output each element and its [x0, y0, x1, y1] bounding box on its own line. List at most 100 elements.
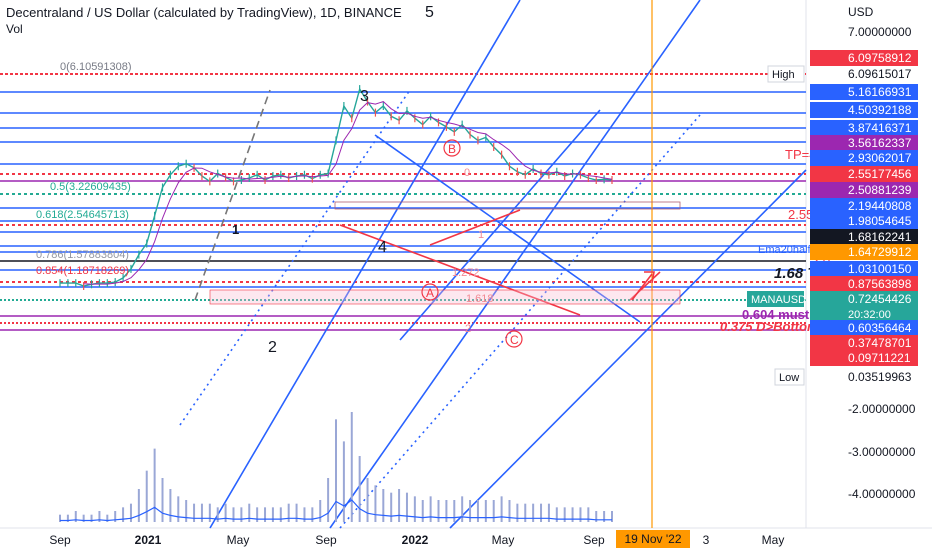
price-tag-value: 4.50392188 [848, 103, 912, 117]
x-tick-label: 3 [703, 533, 710, 547]
fib-zone [209, 289, 681, 305]
annotation: 2 [465, 323, 471, 335]
wave-circle [505, 330, 523, 348]
price-tag-label: High [772, 69, 795, 81]
target-arrow [631, 271, 655, 301]
price-tag [810, 198, 918, 214]
annotation: 1.272 [452, 267, 480, 279]
trend-line [429, 209, 521, 246]
fib-label: 0.854(1.18718269) [36, 265, 129, 277]
price-series [60, 87, 613, 287]
price-tag-value: 1.98054645 [848, 214, 912, 228]
price-tag [810, 213, 918, 229]
price-tag [810, 66, 918, 82]
price-tag-label-bg [774, 368, 805, 386]
trend-line [329, 0, 701, 529]
price-tag [810, 335, 918, 351]
fib-label: 0.786(1.57883804) [36, 249, 129, 261]
fib-box [334, 201, 681, 210]
price-tag-value: 1.64729912 [848, 245, 912, 259]
annotation: 2.55 [788, 207, 813, 222]
price-tag-value: 3.87416371 [848, 121, 912, 135]
trend-line [339, 114, 701, 529]
crosshair-date-label: 19 Nov '22 [625, 532, 682, 546]
annotation: 0.375 D>Bottom? [720, 319, 827, 334]
price-tag [810, 120, 918, 136]
trend-line [399, 109, 601, 341]
price-tag [810, 291, 918, 307]
wave-5-label: 5 [424, 4, 434, 21]
price-tag [810, 261, 918, 277]
annotation: A [426, 286, 434, 300]
price-tag-value: 6.09615017 [848, 67, 912, 81]
annotation: 4 [378, 239, 387, 256]
trend-line [179, 89, 411, 426]
x-tick-label: May [227, 533, 250, 547]
fib-label: 0.5(3.22609435) [50, 181, 131, 193]
price-tag-value: 0.72454426 [848, 292, 912, 306]
volume-ma [60, 499, 612, 522]
annotation: 2 [268, 339, 277, 356]
price-tag-label: MANAUSD [751, 294, 806, 306]
price-tag-value: 1.68162241 [848, 230, 912, 244]
wave-circle [421, 283, 439, 301]
x-tick-label: Sep [49, 533, 71, 547]
trend-line [209, 0, 521, 529]
price-tag-label: Low [779, 372, 799, 384]
x-tick-label: Sep [315, 533, 337, 547]
price-tag-sub-bg [810, 307, 918, 321]
y-tick-label: -2.00000000 [848, 402, 916, 416]
price-tag [810, 276, 918, 292]
price-tag [810, 102, 918, 118]
price-tag-value: 2.19440808 [848, 199, 912, 213]
price-tag-label-bg [747, 291, 804, 307]
price-tag-label-bg [767, 65, 805, 83]
crosshair-date-bg [616, 530, 690, 548]
fib-label: 0(6.10591308) [60, 61, 132, 73]
annotation: 3 [360, 88, 369, 105]
volume-label: Vol [6, 22, 23, 36]
price-tag [810, 244, 918, 260]
moving-average [83, 101, 613, 285]
price-tag [810, 84, 918, 100]
price-tag-value: 2.50881239 [848, 183, 912, 197]
x-tick-label: 2021 [135, 533, 162, 547]
x-tick-label: Sep [583, 533, 605, 547]
trend-line [374, 134, 641, 323]
price-tag [810, 350, 918, 366]
price-axis-unit: USD [848, 5, 874, 19]
annotation: 1 [232, 222, 239, 237]
price-tag [810, 50, 918, 66]
y-tick-label: -4.00000000 [848, 487, 916, 501]
trend-line [339, 224, 581, 316]
annotation: 0 [464, 167, 470, 179]
price-tag-value: 5.16166931 [848, 85, 912, 99]
price-tag-value: 0.03519963 [848, 370, 912, 384]
y-tick-label: 7.00000000 [848, 25, 912, 39]
annotation: 1.618 [466, 293, 494, 305]
price-tag-value: 0.37478701 [848, 336, 912, 350]
trend-line [194, 89, 271, 301]
price-tag [810, 229, 918, 245]
price-tag-value: 2.93062017 [848, 151, 912, 165]
annotation: 1 [478, 229, 484, 241]
price-tag [810, 182, 918, 198]
x-tick-label: May [492, 533, 515, 547]
price-tag-sub: 20:32:00 [848, 309, 891, 321]
price-tag [810, 166, 918, 182]
chart-title-bar: Decentraland / US Dollar (calculated by … [6, 4, 434, 22]
fib-label: 0.618(2.54645713) [36, 209, 129, 221]
price-tag-value: 0.60356464 [848, 321, 912, 335]
price-tag-value: 0.09711221 [848, 351, 911, 365]
x-tick-label: May [762, 533, 785, 547]
chart-title: Decentraland / US Dollar (calculated by … [6, 5, 402, 20]
price-tag [810, 320, 918, 336]
x-tick-label: 2022 [402, 533, 429, 547]
price-tag [810, 150, 918, 166]
trend-line [449, 169, 807, 529]
y-tick-label: -3.00000000 [848, 445, 916, 459]
price-tag-value: 2.55177456 [848, 167, 912, 181]
wave-circle [443, 139, 461, 157]
price-tag-value: 3.56162337 [848, 136, 912, 150]
